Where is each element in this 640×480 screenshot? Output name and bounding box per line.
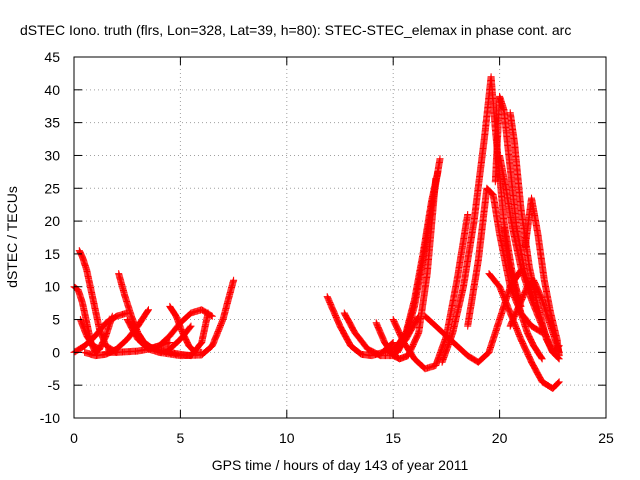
x-tick-label: 5 <box>177 430 185 446</box>
series-markers <box>389 211 472 373</box>
y-tick-label: 10 <box>44 279 60 295</box>
series-markers <box>506 276 563 356</box>
series-markers <box>145 306 216 353</box>
series-markers <box>323 293 397 360</box>
x-tick-label: 25 <box>598 430 614 446</box>
plot-frame <box>73 56 607 419</box>
series-markers <box>394 155 444 356</box>
series-arc-18 <box>389 211 472 373</box>
x-tick-label: 10 <box>279 430 295 446</box>
y-tick-label: 35 <box>44 115 60 131</box>
series-arc-17 <box>394 155 444 356</box>
axis-ticks: 0 5 10 15 20 25 -10 -5 0 5 10 15 20 25 30 35 40 45 <box>40 49 614 446</box>
series-arc-12 <box>166 309 212 360</box>
x-tick-label: 15 <box>385 430 401 446</box>
y-tick-label: 0 <box>52 344 60 360</box>
series-markers <box>166 309 212 360</box>
data-series <box>70 73 563 392</box>
y-tick-label: 40 <box>44 82 60 98</box>
y-tick-label: -10 <box>40 410 60 426</box>
series-arc-28 <box>506 276 563 356</box>
y-tick-label: 30 <box>44 147 60 163</box>
y-axis-label: dSTEC / TECUs <box>4 186 20 288</box>
series-arc-03 <box>75 247 121 356</box>
y-tick-label: 25 <box>44 180 60 196</box>
y-tick-label: 45 <box>44 49 60 65</box>
y-tick-label: 20 <box>44 213 60 229</box>
series-markers <box>75 247 121 356</box>
y-tick-label: -5 <box>48 377 61 393</box>
y-tick-label: 15 <box>44 246 60 262</box>
x-axis-label: GPS time / hours of day 143 of year 2011 <box>212 457 469 473</box>
chart-title: dSTEC Iono. truth (flrs, Lon=328, Lat=39… <box>20 22 571 38</box>
y-tick-label: 5 <box>52 312 60 328</box>
x-tick-label: 0 <box>70 430 78 446</box>
x-tick-label: 20 <box>492 430 508 446</box>
series-arc-13 <box>323 293 397 360</box>
series-arc-10 <box>145 306 216 353</box>
